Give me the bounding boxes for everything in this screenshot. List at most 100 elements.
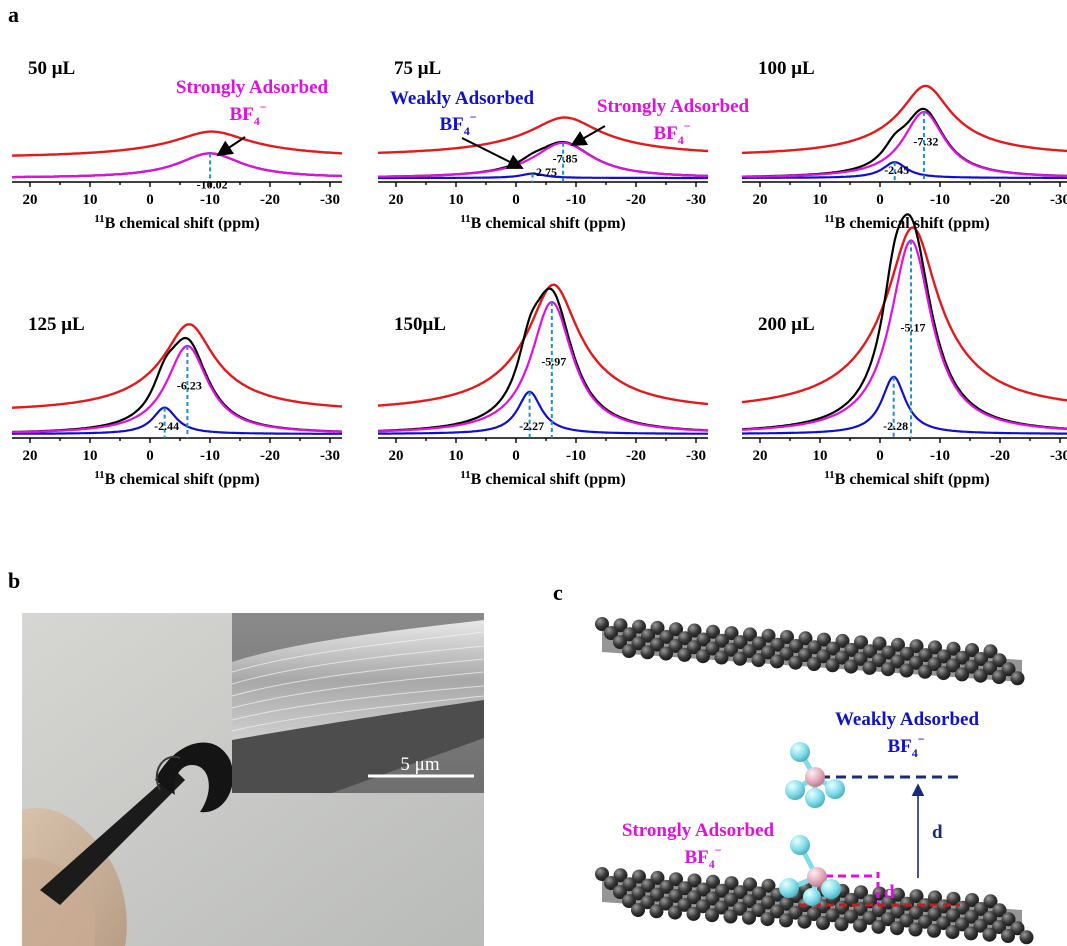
carbon-atom <box>890 904 905 919</box>
volume-label: 100 μL <box>758 58 815 79</box>
nmr-subplot: 75 μL 20 10 0 -10 -20 -30 11B chemical shift (p… <box>378 58 709 232</box>
x-tick-label: -10 <box>930 448 950 464</box>
x-tick-label: -30 <box>1050 448 1067 464</box>
carbon-atom <box>992 920 1006 934</box>
strong-peak-label: -5.97 <box>541 354 566 368</box>
x-tick-label: -10 <box>566 192 586 208</box>
carbon-atom <box>715 633 729 648</box>
sem-film-cross-section <box>232 620 484 740</box>
x-tick-label: 10 <box>813 192 828 208</box>
carbon-atom <box>631 886 646 901</box>
anion-label: BF4− <box>887 732 924 760</box>
carbon-atom <box>816 649 831 664</box>
x-tick-label: 0 <box>146 448 154 464</box>
carbon-atom <box>1010 671 1025 686</box>
carbon-atom <box>1019 930 1034 945</box>
fluorine-atom <box>805 788 825 808</box>
boron-atom <box>807 867 827 887</box>
carbon-atom <box>631 903 645 917</box>
carbon-atom <box>733 901 747 916</box>
carbon-atom <box>761 645 775 660</box>
strongly-adsorbed-label: Strongly Adsorbed <box>622 820 775 841</box>
tweezer-icon <box>40 770 185 905</box>
carbon-atom <box>834 917 849 932</box>
weak-peak-label: -2.27 <box>519 419 544 433</box>
carbon-atom <box>964 659 979 674</box>
volume-label: 50 μL <box>28 58 75 79</box>
film-highlight <box>155 755 181 791</box>
carbon-atom <box>946 891 961 906</box>
bf4-weak <box>785 742 845 808</box>
carbon-atom <box>659 629 674 644</box>
carbon-atom <box>918 914 932 929</box>
boron-atom <box>805 767 825 787</box>
x-axis-label: 11B chemical shift (ppm) <box>824 469 990 488</box>
volume-label: 200 μL <box>758 314 815 335</box>
series-weakly-adsorbed <box>742 161 1067 179</box>
carbon-atom <box>992 670 1006 684</box>
carbon-atom <box>862 910 877 925</box>
carbon-atom <box>677 647 692 662</box>
carbon-atom <box>641 878 655 893</box>
carbon-atom <box>974 902 988 916</box>
anion-label: BF4− <box>684 843 721 871</box>
carbon-atom <box>891 637 905 652</box>
carbon-atom <box>835 650 849 665</box>
arrow <box>216 136 246 157</box>
x-axis-label: 11B chemical shift (ppm) <box>94 213 260 232</box>
carbon-atom <box>807 640 822 655</box>
carbon-atom <box>733 635 748 650</box>
x-tick-label: 10 <box>813 448 828 464</box>
series-weakly-adsorbed <box>378 172 708 180</box>
carbon-atom <box>595 617 609 631</box>
carbon-atom <box>937 649 951 664</box>
carbon-atom <box>927 923 941 938</box>
carbon-atom <box>659 879 674 894</box>
series-strongly-adsorbed <box>12 152 342 179</box>
carbon-atom <box>863 644 877 659</box>
carbon-atom <box>622 877 637 892</box>
carbon-atom <box>854 635 868 650</box>
carbon-atom <box>752 636 766 651</box>
carbon-atom <box>760 912 775 927</box>
carbon-atom <box>835 633 850 648</box>
carbon-atom <box>678 631 692 646</box>
carbon-atom <box>853 651 868 666</box>
scale-bar-label: 5 μm <box>400 754 439 775</box>
strong-peak-label: -6.23 <box>177 379 202 393</box>
x-tick-label: -20 <box>626 448 646 464</box>
distance-label-small: d <box>884 882 895 903</box>
carbon-atom <box>908 922 923 937</box>
carbon-atom <box>909 639 924 654</box>
carbon-atom <box>659 646 673 661</box>
carbon-atom <box>825 908 840 923</box>
carbon-atom <box>918 648 933 663</box>
carbon-atom <box>650 620 665 635</box>
carbon-atom <box>798 648 812 662</box>
x-tick-label: -20 <box>990 192 1010 208</box>
carbon-atom <box>706 624 720 639</box>
carbon-atom <box>992 903 1007 918</box>
carbon-atom <box>844 892 859 907</box>
nmr-subplot: 100 μL 20 10 0 -10 -20 -30 11B chemical shift (… <box>741 58 1067 232</box>
x-tick-label: 10 <box>83 192 98 208</box>
arrow <box>570 125 606 146</box>
panel-label-b: b <box>8 568 20 593</box>
carbon-atom <box>724 892 738 907</box>
carbon-atom <box>751 903 766 918</box>
carbon-atom <box>928 890 942 905</box>
strong-peak-label: -7.85 <box>553 152 578 166</box>
carbon-atom <box>705 908 719 923</box>
fluorine-atom <box>821 879 841 899</box>
carbon-atom <box>696 649 710 664</box>
panel-label-a: a <box>8 2 19 27</box>
fluorine-atom <box>803 888 821 906</box>
carbon-atom <box>899 913 914 928</box>
x-tick-label: -10 <box>200 192 220 208</box>
x-tick-label: 0 <box>512 448 520 464</box>
x-tick-label: 0 <box>512 192 520 208</box>
weak-peak-label: -2.75 <box>532 165 557 179</box>
x-tick-label: -10 <box>200 448 220 464</box>
x-tick-label: -30 <box>1050 192 1067 208</box>
